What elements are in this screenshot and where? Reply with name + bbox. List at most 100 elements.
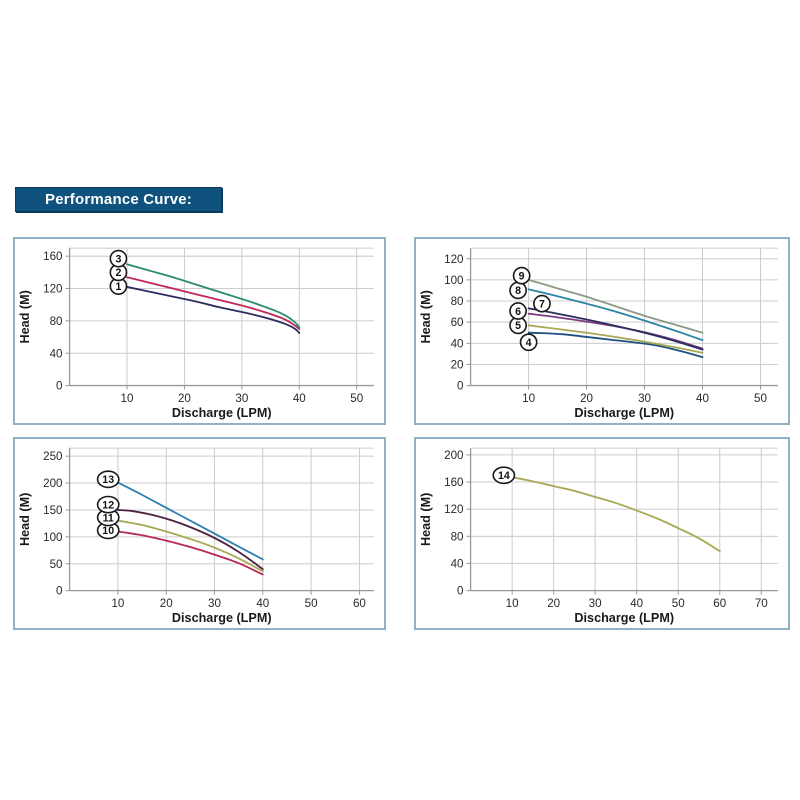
y-tick-label: 150 <box>43 504 62 517</box>
curves <box>527 278 704 358</box>
x-tick-label: 20 <box>547 597 560 610</box>
y-tick-label: 200 <box>444 449 463 462</box>
tick-labels: 0 50 100 150 200 250 10 20 30 40 50 60 <box>43 450 366 610</box>
curve-label-12: 12 <box>96 495 120 514</box>
svg-text:2: 2 <box>115 267 121 279</box>
x-tick-label: 10 <box>111 597 124 610</box>
curve-10 <box>117 530 264 576</box>
section-title: Performance Curve: <box>45 191 192 208</box>
curve-1 <box>126 286 301 334</box>
curve-label-7: 7 <box>533 294 551 313</box>
y-tick-label: 120 <box>444 253 463 266</box>
chart-bottom-left: 0 50 100 150 200 250 10 20 30 40 50 60 Discharge (LP… <box>18 447 374 625</box>
y-axis-title: Head (M) <box>419 493 433 546</box>
x-tick-label: 60 <box>353 597 366 610</box>
x-tick-label: 50 <box>350 392 363 405</box>
curve-3 <box>126 263 301 329</box>
y-tick-label: 40 <box>50 347 63 360</box>
x-tick-label: 40 <box>256 597 269 610</box>
svg-text:7: 7 <box>539 298 545 310</box>
chart-panel-bottom-left: 0 50 100 150 200 250 10 20 30 40 50 60 Discharge (LP… <box>13 437 386 630</box>
x-tick-label: 50 <box>754 392 767 405</box>
tick-labels: 0 20 40 60 80 100 120 10 20 30 40 50 <box>444 253 767 405</box>
curve-4 <box>527 331 704 358</box>
curve-label-6: 6 <box>509 302 527 320</box>
y-tick-label: 0 <box>457 380 463 393</box>
svg-text:13: 13 <box>102 474 114 486</box>
x-tick-label: 50 <box>672 597 685 610</box>
svg-text:9: 9 <box>519 270 525 282</box>
y-tick-label: 50 <box>50 558 63 571</box>
y-tick-label: 60 <box>451 316 464 329</box>
chart-bottom-right: 0 40 80 120 160 200 10 20 30 40 50 60 70 Discharge (L… <box>419 447 778 625</box>
curves <box>117 481 264 576</box>
curve-label-2: 2 <box>109 263 128 282</box>
curve-9 <box>527 278 704 334</box>
svg-text:3: 3 <box>115 253 121 265</box>
y-axis-title: Head (M) <box>419 290 433 343</box>
x-tick-label: 30 <box>235 392 248 405</box>
x-axis-title: Discharge (LPM) <box>172 406 272 420</box>
curves <box>511 476 721 553</box>
x-tick-label: 40 <box>630 597 643 610</box>
y-axis-title: Head (M) <box>18 290 32 343</box>
gridlines <box>69 247 374 386</box>
x-tick-label: 60 <box>713 597 726 610</box>
gridlines <box>470 447 778 591</box>
y-tick-label: 80 <box>451 295 464 308</box>
y-tick-label: 100 <box>43 531 62 544</box>
svg-text:1: 1 <box>115 281 121 293</box>
curve-12 <box>117 509 264 570</box>
y-axis-title: Head (M) <box>18 493 32 546</box>
section-title-banner: Performance Curve: <box>15 187 222 212</box>
x-tick-label: 10 <box>506 597 519 610</box>
y-tick-label: 40 <box>451 337 464 350</box>
x-tick-label: 10 <box>522 392 535 405</box>
curve-14 <box>511 476 721 553</box>
tick-labels: 0 40 80 120 160 10 20 30 40 50 <box>43 250 363 405</box>
tick-labels: 0 40 80 120 160 200 10 20 30 40 50 60 70 <box>444 449 768 610</box>
curve-8 <box>527 288 704 342</box>
axes <box>68 248 374 387</box>
y-tick-label: 80 <box>50 315 63 328</box>
curve-2 <box>126 276 301 330</box>
y-tick-label: 0 <box>457 585 463 598</box>
x-tick-label: 10 <box>121 392 134 405</box>
curve-number-badges: 45 6 7 8 9 <box>509 266 551 352</box>
x-axis-title: Discharge (LPM) <box>574 611 674 625</box>
x-tick-label: 40 <box>696 392 709 405</box>
svg-text:8: 8 <box>515 285 521 297</box>
axes <box>469 248 778 387</box>
svg-text:12: 12 <box>102 499 114 511</box>
svg-text:11: 11 <box>103 512 114 524</box>
curve-label-8: 8 <box>509 281 527 300</box>
curve-label-3: 3 <box>109 249 128 268</box>
curve-label-9: 9 <box>512 266 531 285</box>
curve-7 <box>527 307 704 351</box>
curves <box>126 263 301 334</box>
x-tick-label: 20 <box>580 392 593 405</box>
y-tick-label: 0 <box>56 585 62 598</box>
y-tick-label: 80 <box>451 530 464 543</box>
x-axis-title: Discharge (LPM) <box>172 611 272 625</box>
curve-11 <box>117 519 264 573</box>
y-tick-label: 160 <box>43 250 62 263</box>
svg-text:10: 10 <box>102 525 114 537</box>
curve-13 <box>117 481 264 561</box>
x-tick-label: 30 <box>638 392 651 405</box>
x-tick-label: 30 <box>589 597 602 610</box>
y-tick-label: 100 <box>444 274 463 287</box>
x-tick-label: 70 <box>755 597 768 610</box>
y-tick-label: 0 <box>56 380 62 393</box>
curve-label-13: 13 <box>96 470 120 489</box>
axes <box>469 448 778 592</box>
svg-text:14: 14 <box>498 470 510 482</box>
y-tick-label: 120 <box>43 283 62 296</box>
y-tick-label: 160 <box>444 476 463 489</box>
x-tick-label: 20 <box>178 392 191 405</box>
y-tick-label: 120 <box>444 503 463 516</box>
chart-top-left: 0 40 80 120 160 10 20 30 40 50 Discharge (LPM) Head… <box>18 247 374 420</box>
x-tick-label: 50 <box>305 597 318 610</box>
x-tick-label: 40 <box>293 392 306 405</box>
